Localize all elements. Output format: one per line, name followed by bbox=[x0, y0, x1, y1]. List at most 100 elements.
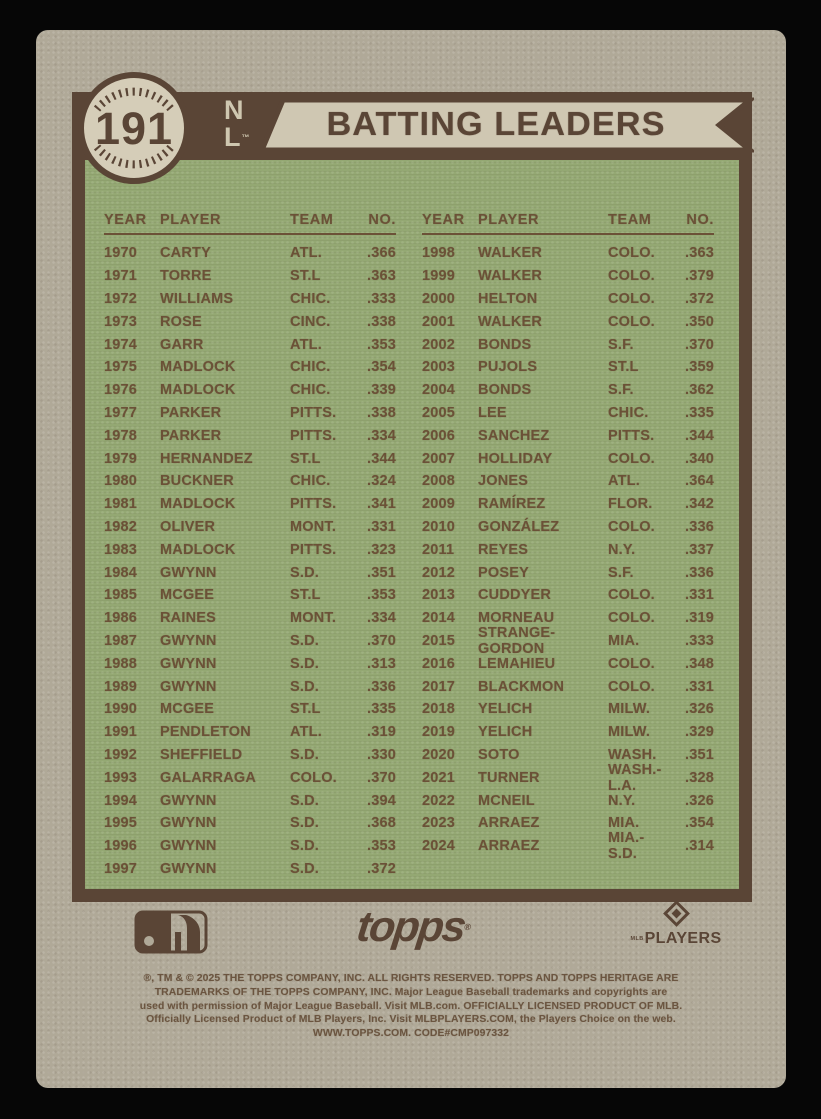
player-cell: ROSE bbox=[160, 313, 202, 330]
player-cell: LEE bbox=[478, 404, 507, 421]
player-cell: GONZÁLEZ bbox=[478, 518, 560, 535]
table-row: 1987 GWYNN S.D. .370 bbox=[104, 630, 396, 653]
avg-cell: .339 bbox=[366, 382, 396, 399]
player-cell: MADLOCK bbox=[160, 382, 236, 399]
team-header: TEAM bbox=[290, 212, 334, 228]
player-cell: GWYNN bbox=[160, 838, 217, 855]
year-cell: 1975 bbox=[104, 359, 138, 376]
year-cell: 1983 bbox=[104, 541, 138, 558]
avg-cell: .326 bbox=[684, 792, 714, 809]
team-cell: COLO. bbox=[608, 678, 655, 695]
team-cell: COLO. bbox=[608, 655, 655, 672]
mlb-batter-icon bbox=[134, 910, 208, 954]
year-header: YEAR bbox=[104, 212, 147, 228]
avg-cell: .334 bbox=[366, 610, 396, 627]
team-cell: FLOR. bbox=[608, 496, 653, 513]
avg-cell: .354 bbox=[366, 359, 396, 376]
avg-cell: .364 bbox=[684, 473, 714, 490]
player-cell: YELICH bbox=[478, 701, 533, 718]
player-cell: CUDDYER bbox=[478, 587, 552, 604]
avg-cell: .336 bbox=[366, 678, 396, 695]
avg-cell: .331 bbox=[366, 518, 396, 535]
table-row: 2022 MCNEIL N.Y. .326 bbox=[422, 789, 714, 812]
avg-cell: .323 bbox=[366, 541, 396, 558]
player-cell: YELICH bbox=[478, 724, 533, 741]
year-cell: 2020 bbox=[422, 746, 456, 763]
team-cell: MIA. bbox=[608, 632, 640, 649]
avg-cell: .333 bbox=[366, 290, 396, 307]
registered-symbol: ® bbox=[463, 922, 472, 932]
avg-cell: .379 bbox=[684, 268, 714, 285]
team-cell: COLO. bbox=[608, 518, 655, 535]
table-row: 1989 GWYNN S.D. .336 bbox=[104, 675, 396, 698]
player-cell: BONDS bbox=[478, 382, 532, 399]
player-cell: MADLOCK bbox=[160, 496, 236, 513]
team-cell: ST.L bbox=[608, 359, 639, 376]
avg-cell: .353 bbox=[366, 838, 396, 855]
team-cell: COLO. bbox=[608, 610, 655, 627]
baseball-icon bbox=[78, 72, 190, 184]
copyright-line: WWW.TOPPS.COM. CODE#CMP097332 bbox=[312, 1028, 510, 1040]
table-row: 2002 BONDS S.F. .370 bbox=[422, 333, 714, 356]
table-row: 1994 GWYNN S.D. .394 bbox=[104, 789, 396, 812]
player-cell: POSEY bbox=[478, 564, 529, 581]
team-cell: S.F. bbox=[608, 336, 634, 353]
year-header: YEAR bbox=[422, 212, 465, 228]
team-cell: CHIC. bbox=[290, 382, 331, 399]
players-wordmark: PLAYERS bbox=[644, 930, 722, 947]
topps-wordmark: topps bbox=[354, 903, 468, 951]
player-header: PLAYER bbox=[160, 212, 222, 228]
avg-cell: .313 bbox=[366, 655, 396, 672]
year-cell: 2021 bbox=[422, 769, 456, 786]
team-cell: S.D. bbox=[290, 838, 319, 855]
diamond-icon bbox=[662, 900, 690, 927]
avg-cell: .334 bbox=[366, 427, 396, 444]
player-cell: RAINES bbox=[160, 610, 216, 627]
table-row: 1976 MADLOCK CHIC. .339 bbox=[104, 379, 396, 402]
avg-cell: .353 bbox=[366, 587, 396, 604]
year-cell: 2015 bbox=[422, 632, 456, 649]
avg-cell: .366 bbox=[366, 245, 396, 262]
year-cell: 2002 bbox=[422, 336, 456, 353]
table-body-right: 1998 WALKER COLO. .363 1999 WALKER COLO. .379 20… bbox=[422, 242, 714, 862]
avg-cell: .333 bbox=[684, 632, 714, 649]
year-cell: 2016 bbox=[422, 655, 456, 672]
player-cell: GWYNN bbox=[160, 678, 217, 695]
team-cell: S.D. bbox=[290, 746, 319, 763]
table-row: 2021 TURNER WASH.-L.A. .328 bbox=[422, 762, 714, 794]
team-cell: CHIC. bbox=[290, 359, 331, 376]
mlb-players-logo: MLB PLAYERS bbox=[616, 900, 736, 948]
player-cell: LEMAHIEU bbox=[478, 655, 556, 672]
avg-cell: .363 bbox=[366, 268, 396, 285]
year-cell: 2024 bbox=[422, 838, 456, 855]
team-cell: N.Y. bbox=[608, 792, 636, 809]
league-letter-n: N bbox=[224, 95, 245, 125]
table-row: 1992 SHEFFIELD S.D. .330 bbox=[104, 744, 396, 767]
team-cell: S.D. bbox=[290, 678, 319, 695]
player-cell: PENDLETON bbox=[160, 724, 251, 741]
table-row: 1995 GWYNN S.D. .368 bbox=[104, 812, 396, 835]
team-cell: MONT. bbox=[290, 610, 337, 627]
year-cell: 2008 bbox=[422, 473, 456, 490]
avg-cell: .340 bbox=[684, 450, 714, 467]
team-cell: MIA.-S.D. bbox=[608, 830, 645, 863]
avg-cell: .354 bbox=[684, 815, 714, 832]
year-cell: 1974 bbox=[104, 336, 138, 353]
table-row: 1984 GWYNN S.D. .351 bbox=[104, 561, 396, 584]
team-cell: S.F. bbox=[608, 564, 634, 581]
no-header: NO. bbox=[686, 212, 714, 228]
table-row: 1997 GWYNN S.D. .372 bbox=[104, 858, 396, 881]
table-row: 1971 TORRE ST.L .363 bbox=[104, 265, 396, 288]
avg-cell: .330 bbox=[366, 746, 396, 763]
title-banner bbox=[258, 96, 754, 154]
player-cell: SHEFFIELD bbox=[160, 746, 243, 763]
player-cell: HOLLIDAY bbox=[478, 450, 553, 467]
copyright-line: TRADEMARKS OF THE TOPPS COMPANY, INC. Ma… bbox=[154, 986, 668, 998]
team-cell: PITTS. bbox=[290, 404, 337, 421]
card-number: 191 bbox=[94, 103, 174, 154]
team-cell: COLO. bbox=[608, 290, 655, 307]
player-cell: TORRE bbox=[160, 268, 212, 285]
avg-cell: .314 bbox=[684, 838, 714, 855]
player-cell: MADLOCK bbox=[160, 541, 236, 558]
avg-cell: .329 bbox=[684, 724, 714, 741]
